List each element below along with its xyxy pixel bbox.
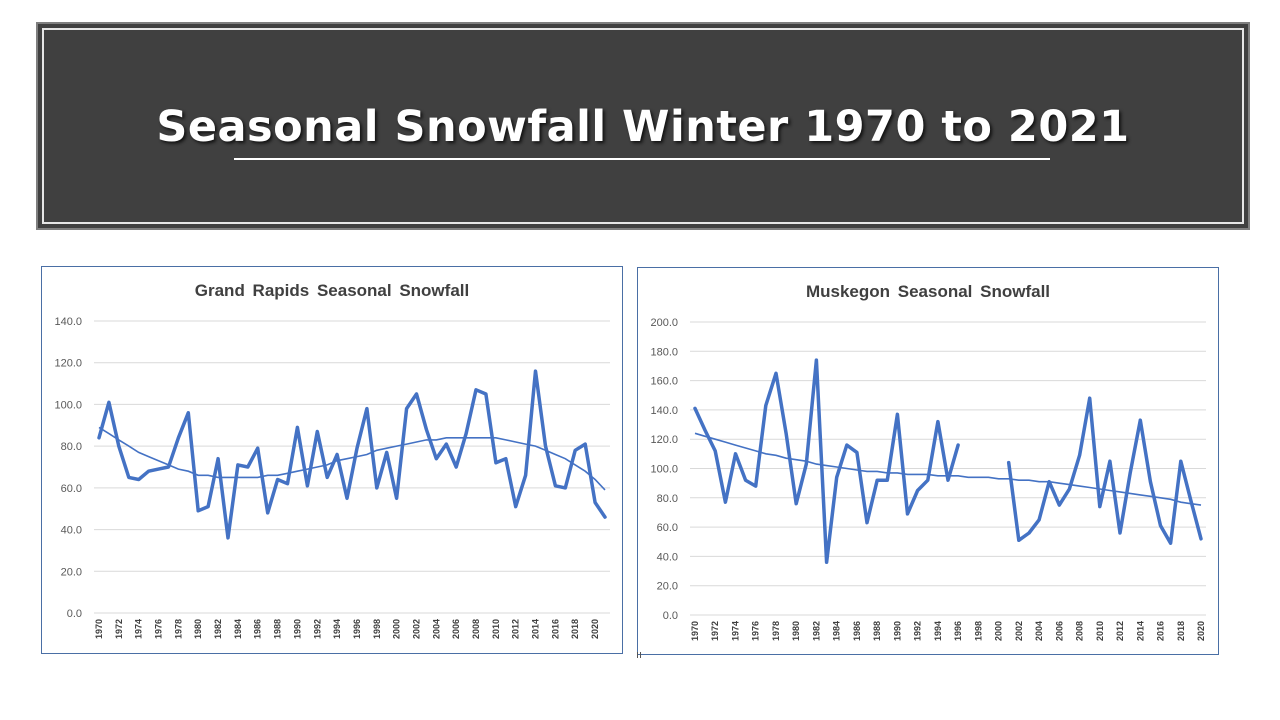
- grand-rapids-plot: 0.0 20.0 40.0 60.0 80.0 100.0 120.0 140.0 1970 19…: [54, 316, 610, 639]
- chart-title: Muskegon Seasonal Snowfall: [805, 282, 1051, 301]
- resize-marker: [637, 652, 641, 658]
- slide-title: Seasonal Snowfall Winter 1970 to 2021: [156, 102, 1130, 152]
- x-tick-label: 1988: [273, 619, 283, 639]
- x-tick-label: 2004: [1034, 621, 1044, 641]
- y-tick-label: 140.0: [650, 405, 678, 417]
- x-tick-label: 2014: [531, 619, 541, 639]
- x-tick-label: 2008: [471, 619, 481, 639]
- y-tick-label: 80.0: [657, 493, 678, 505]
- y-tick-label: 100.0: [54, 399, 82, 411]
- y-tick-label: 140.0: [54, 316, 82, 328]
- x-tick-label: 1978: [173, 619, 183, 639]
- x-tick-label: 1984: [832, 621, 842, 641]
- x-tick-label: 2002: [1014, 621, 1024, 641]
- chart-title: Grand Rapids Seasonal Snowfall: [194, 281, 470, 300]
- x-tick-label: 1994: [332, 619, 342, 639]
- y-tick-label: 40.0: [61, 525, 82, 537]
- x-tick-label: 2016: [550, 619, 560, 639]
- x-tick-label: 1990: [892, 621, 902, 641]
- x-tick-label: 1972: [114, 619, 124, 639]
- x-tick-label: 1980: [193, 619, 203, 639]
- x-tick-label: 2018: [1176, 621, 1186, 641]
- y-tick-label: 200.0: [650, 317, 678, 329]
- x-tick-label: 1994: [933, 621, 943, 641]
- x-tick-label: 2012: [1115, 621, 1125, 641]
- y-tick-label: 60.0: [61, 483, 82, 495]
- x-tick-label: 1992: [312, 619, 322, 639]
- x-tick-label: 1996: [352, 619, 362, 639]
- muskegon-plot: 0.0 20.0 40.0 60.0 80.0 100.0 120.0 140.0 160.0 1…: [650, 317, 1206, 641]
- x-tick-label: 2020: [1196, 621, 1206, 641]
- y-tick-label: 180.0: [650, 346, 678, 358]
- x-tick-label: 2000: [994, 621, 1004, 641]
- banner-inner-frame: [42, 28, 1244, 224]
- muskegon-chart: Muskegon Seasonal Snowfall 0.0 20.0 40.0 60…: [637, 267, 1219, 655]
- x-tick-label: 1990: [292, 619, 302, 639]
- title-underline: [234, 158, 1050, 160]
- x-tick-label: 2002: [411, 619, 421, 639]
- x-tick-label: 1974: [134, 619, 144, 639]
- x-tick-label: 1986: [253, 619, 263, 639]
- x-tick-label: 1988: [872, 621, 882, 641]
- y-tick-label: 100.0: [650, 464, 678, 476]
- x-tick-label: 2004: [431, 619, 441, 639]
- x-tick-label: 2020: [590, 619, 600, 639]
- y-tick-label: 120.0: [650, 434, 678, 446]
- x-tick-label: 2008: [1075, 621, 1085, 641]
- x-tick-label: 2018: [570, 619, 580, 639]
- y-tick-label: 120.0: [54, 358, 82, 370]
- x-tick-label: 2006: [451, 619, 461, 639]
- x-tick-label: 1998: [372, 619, 382, 639]
- x-tick-label: 1984: [233, 619, 243, 639]
- x-tick-label: 2000: [392, 619, 402, 639]
- y-tick-label: 40.0: [657, 551, 678, 563]
- y-tick-label: 20.0: [657, 581, 678, 593]
- x-tick-label: 1974: [730, 621, 740, 641]
- x-tick-label: 2010: [1095, 621, 1105, 641]
- x-tick-label: 1982: [811, 621, 821, 641]
- x-tick-label: 1976: [154, 619, 164, 639]
- x-tick-label: 1982: [213, 619, 223, 639]
- x-tick-label: 1978: [771, 621, 781, 641]
- x-tick-label: 2006: [1054, 621, 1064, 641]
- x-tick-label: 1980: [791, 621, 801, 641]
- x-tick-label: 2012: [511, 619, 521, 639]
- x-tick-label: 1970: [690, 621, 700, 641]
- grand-rapids-chart: Grand Rapids Seasonal Snowfall 0.0 20.0 40…: [41, 266, 623, 654]
- y-tick-label: 0.0: [663, 610, 678, 622]
- x-tick-label: 1998: [973, 621, 983, 641]
- series-line: [97, 369, 607, 540]
- x-tick-label: 2016: [1156, 621, 1166, 641]
- x-tick-label: 2010: [491, 619, 501, 639]
- y-tick-label: 160.0: [650, 376, 678, 388]
- x-tick-label: 1986: [852, 621, 862, 641]
- y-tick-label: 20.0: [61, 566, 82, 578]
- y-tick-label: 60.0: [657, 522, 678, 534]
- x-tick-label: 1996: [953, 621, 963, 641]
- x-tick-label: 2014: [1135, 621, 1145, 641]
- title-banner: Seasonal Snowfall Winter 1970 to 2021: [36, 22, 1250, 230]
- x-tick-label: 1976: [751, 621, 761, 641]
- x-tick-label: 1992: [913, 621, 923, 641]
- y-tick-label: 0.0: [67, 608, 82, 620]
- series-line: [693, 358, 1203, 565]
- x-tick-label: 1972: [710, 621, 720, 641]
- y-tick-label: 80.0: [61, 441, 82, 453]
- x-tick-label: 1970: [94, 619, 104, 639]
- trendline: [98, 426, 606, 491]
